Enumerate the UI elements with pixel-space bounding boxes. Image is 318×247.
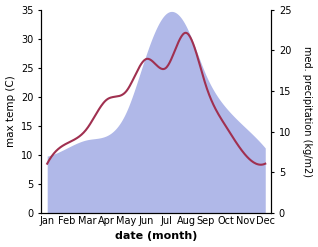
Y-axis label: max temp (C): max temp (C) (5, 75, 16, 147)
Y-axis label: med. precipitation (kg/m2): med. precipitation (kg/m2) (302, 46, 313, 177)
X-axis label: date (month): date (month) (115, 231, 197, 242)
